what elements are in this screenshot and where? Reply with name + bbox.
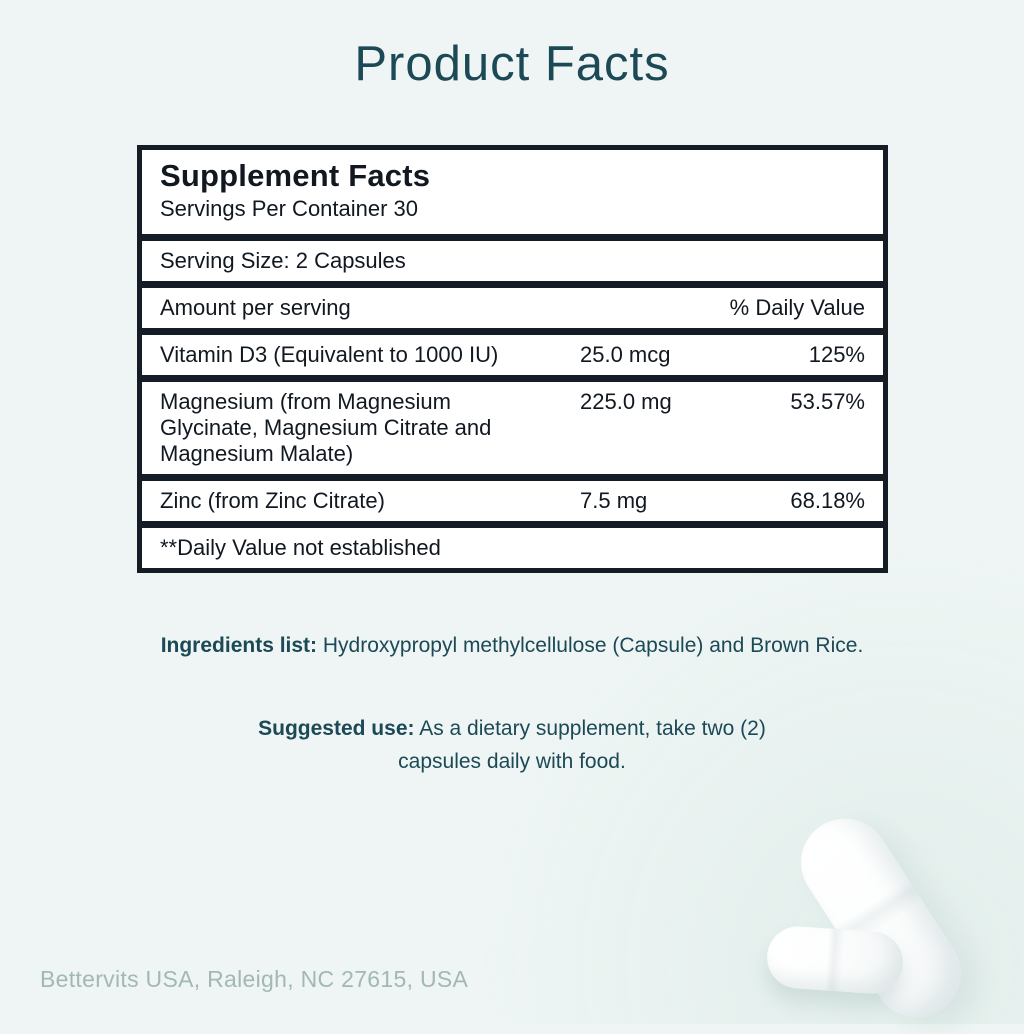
table-row-magnesium: Magnesium (from Magnesium Glycinate, Mag… xyxy=(142,382,883,474)
nutrient-amount: 25.0 mcg xyxy=(580,342,671,367)
column-header-row: Amount per serving % Daily Value xyxy=(142,288,883,328)
ingredients-list: Ingredients list: Hydroxypropyl methylce… xyxy=(0,632,1024,660)
capsules-image xyxy=(740,780,1024,1034)
supplement-facts-header-row: Supplement Facts Servings Per Container … xyxy=(142,150,883,234)
page-title: Product Facts xyxy=(354,37,670,91)
serving-size-row: Serving Size: 2 Capsules xyxy=(142,241,883,281)
supplement-facts-title: Supplement Facts xyxy=(160,158,431,193)
nutrient-name: Vitamin D3 (Equivalent to 1000 IU) xyxy=(160,342,499,367)
nutrient-name: Magnesium (from Magnesium Glycinate, Mag… xyxy=(160,389,492,466)
nutrient-daily-value: 125% xyxy=(808,342,865,367)
supplement-facts-panel: Supplement Facts Servings Per Container … xyxy=(137,145,888,573)
capsule-diagonal-icon xyxy=(784,801,978,1034)
table-row-zinc: Zinc (from Zinc Citrate) 7.5 mg 68.18% xyxy=(142,481,883,521)
daily-value-footnote: **Daily Value not established xyxy=(160,535,441,560)
ingredients-text: Hydroxypropyl methylcellulose (Capsule) … xyxy=(322,634,864,657)
daily-value-column-header: % Daily Value xyxy=(729,295,865,320)
footnote-row: **Daily Value not established xyxy=(142,528,883,568)
nutrient-amount: 225.0 mg xyxy=(580,389,672,414)
manufacturer-address: Bettervits USA, Raleigh, NC 27615, USA xyxy=(40,966,469,992)
suggested-use: Suggested use: As a dietary supplement, … xyxy=(232,712,792,778)
suggested-use-text: As a dietary supplement, take two (2) ca… xyxy=(398,717,766,773)
ingredients-label: Ingredients list: xyxy=(160,634,318,657)
servings-per-container: Servings Per Container 30 xyxy=(160,196,419,221)
nutrient-daily-value: 68.18% xyxy=(790,488,865,513)
amount-column-header: Amount per serving xyxy=(160,295,351,320)
nutrient-name: Zinc (from Zinc Citrate) xyxy=(160,488,385,513)
nutrient-amount: 7.5 mg xyxy=(580,488,648,513)
suggested-use-label: Suggested use: xyxy=(258,717,415,740)
table-row-vitamin-d3: Vitamin D3 (Equivalent to 1000 IU) 25.0 … xyxy=(142,335,883,375)
nutrient-daily-value: 53.57% xyxy=(790,389,865,414)
capsule-horizontal-icon xyxy=(765,924,905,996)
serving-size-text: Serving Size: 2 Capsules xyxy=(160,248,406,273)
